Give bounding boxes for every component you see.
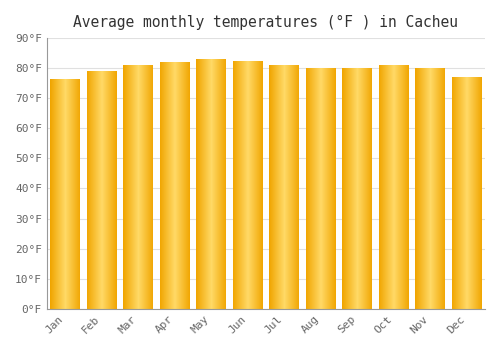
Title: Average monthly temperatures (°F ) in Cacheu: Average monthly temperatures (°F ) in Ca… [74,15,458,30]
